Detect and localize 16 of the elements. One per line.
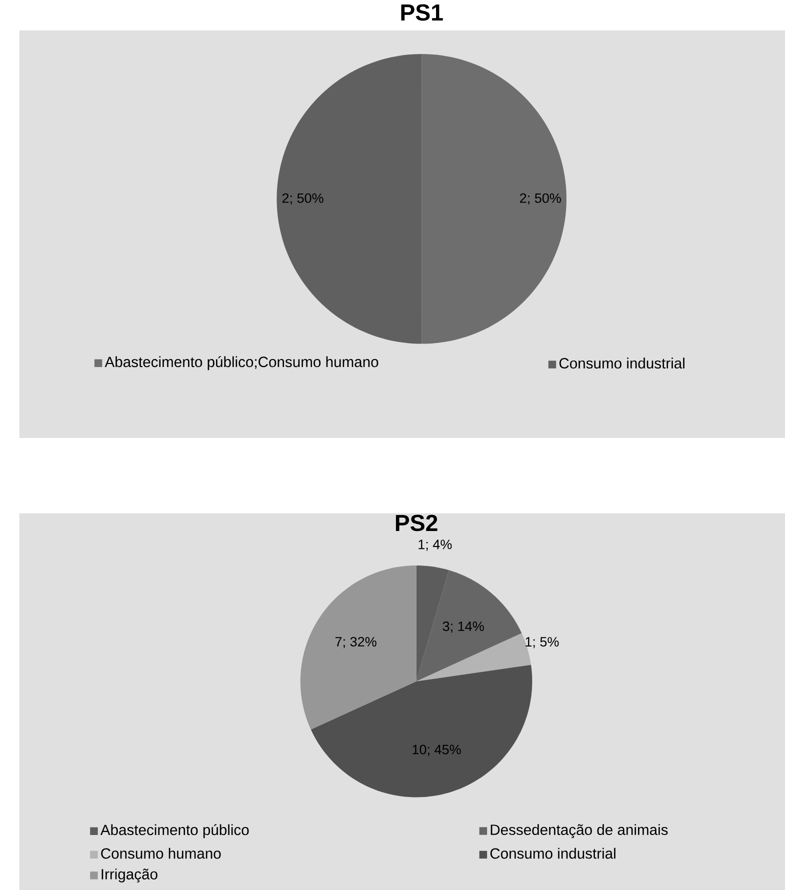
legend-label: Abastecimento público;Consumo humano [104, 356, 378, 370]
legend-label: Abastecimento público [100, 824, 249, 838]
legend-label: Irrigação [102, 868, 158, 882]
data-label: 7; 32% [335, 636, 376, 648]
data-label: 2; 50% [520, 193, 561, 205]
data-label: 3; 14% [442, 621, 484, 633]
data-label: 1; 5% [526, 637, 559, 648]
legend-label: Consumo humano [101, 848, 221, 859]
data-label: 2; 50% [282, 193, 324, 205]
chart-title: PS1 [401, 4, 443, 21]
data-label: 10; 45% [412, 744, 461, 756]
data-label: 1; 4% [418, 540, 452, 551]
legend-label: Consumo industrial [559, 358, 684, 369]
legend-label: Dessedentação de animais [490, 824, 668, 838]
chart-title: PS2 [396, 514, 438, 532]
legend-label: Consumo industrial [490, 848, 616, 859]
